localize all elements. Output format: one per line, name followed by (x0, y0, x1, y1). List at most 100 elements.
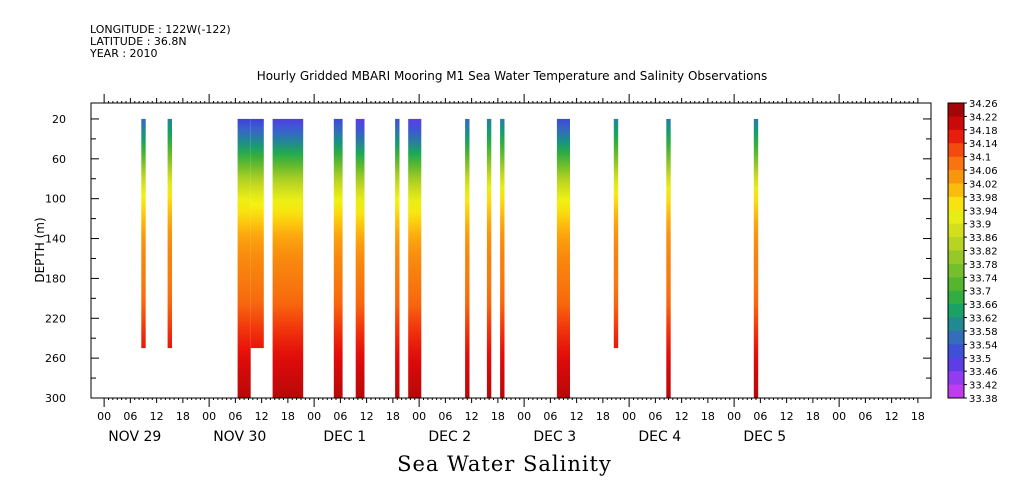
x-tick-label: 00 (97, 410, 111, 423)
colorbar-label: 34.1 (969, 153, 991, 164)
data-segment (333, 118, 343, 399)
colorbar-label: 34.22 (969, 112, 998, 123)
colorbar-swatch (948, 250, 964, 265)
x-tick-label: 06 (123, 410, 137, 423)
x-tick-label: 12 (255, 410, 269, 423)
colorbar-swatch (948, 116, 964, 131)
data-segment (272, 118, 304, 399)
colorbar-label: 33.9 (969, 220, 991, 231)
colorbar-label: 33.66 (969, 300, 998, 311)
x-tick-label: 00 (622, 410, 636, 423)
x-tick-label: 06 (753, 410, 767, 423)
day-label: NOV 29 (108, 429, 161, 445)
latitude-label: LATITUDE : 36.8N (90, 35, 187, 48)
colorbar-swatch (948, 223, 964, 238)
colorbar-swatch (948, 371, 964, 386)
variable-label: Sea Water Salinity (397, 452, 612, 476)
colorbar-label: 33.78 (969, 260, 998, 271)
colorbar-swatch (948, 183, 964, 198)
plot-area: 20 60 100 140 180 220 260 300 00 06 12 18 00 06 12 18 00… (45, 94, 932, 445)
x-tick-label: 12 (570, 410, 584, 423)
data-segment (167, 118, 172, 349)
x-tick-label: 06 (858, 410, 872, 423)
colorbar-swatch (948, 156, 964, 171)
x-tick-label: 18 (281, 410, 295, 423)
colorbar-label: 34.26 (969, 99, 998, 110)
data-segment (355, 118, 365, 399)
data-segment (666, 118, 671, 399)
data-segment (465, 118, 470, 399)
colorbar-swatch (948, 330, 964, 345)
colorbar-label: 33.46 (969, 367, 998, 378)
colorbar-swatch (948, 143, 964, 158)
y-tick-label: 220 (45, 312, 66, 325)
x-tick-label: 18 (911, 410, 925, 423)
x-tick-label: 12 (465, 410, 479, 423)
colorbar-swatch (948, 304, 964, 319)
data-segment (486, 118, 492, 399)
colorbar-label: 33.38 (969, 394, 998, 405)
x-tick-label: 18 (176, 410, 190, 423)
x-tick-label: 18 (806, 410, 820, 423)
data-segment (753, 118, 759, 399)
y-tick-label: 180 (45, 272, 66, 285)
longitude-label: LONGITUDE : 122W(-122) (90, 23, 231, 36)
colorbar-swatch (948, 129, 964, 144)
data-segment (500, 118, 505, 399)
data-segment (408, 118, 422, 399)
colorbar-swatch (948, 384, 964, 399)
x-tick-label: 06 (438, 410, 452, 423)
colorbar-swatch (948, 210, 964, 225)
colorbar-label: 34.14 (969, 139, 998, 150)
colorbar-label: 33.62 (969, 314, 998, 325)
colorbar-swatch (948, 263, 964, 278)
year-label: YEAR : 2010 (90, 47, 158, 60)
x-tick-label: 00 (727, 410, 741, 423)
y-tick-label: 260 (45, 352, 66, 365)
x-tick-label: 00 (517, 410, 531, 423)
data-segment (395, 118, 400, 399)
colorbar-swatch (948, 344, 964, 359)
colorbar: 34.26 34.22 34.18 34.14 34.1 34.06 34.02 33.98 3… (947, 99, 998, 405)
colorbar-label: 34.02 (969, 179, 998, 190)
colorbar-swatch (948, 196, 964, 211)
day-label: DEC 5 (743, 429, 786, 445)
colorbar-swatch (948, 237, 964, 251)
plot-frame (90, 102, 932, 399)
x-tick-label: 00 (832, 410, 846, 423)
y-tick-label: 100 (45, 193, 66, 206)
colorbar-label: 33.42 (969, 381, 998, 392)
x-tick-label: 12 (675, 410, 689, 423)
colorbar-label: 33.58 (969, 327, 998, 338)
y-tick-label: 300 (45, 392, 66, 405)
colorbar-label: 33.5 (969, 354, 991, 365)
colorbar-label: 33.74 (969, 273, 998, 284)
y-axis-label: DEPTH (m) (33, 217, 47, 282)
day-label: NOV 30 (213, 429, 266, 445)
x-tick-label: 12 (360, 410, 374, 423)
colorbar-label: 33.98 (969, 193, 998, 204)
data-segment (613, 118, 619, 349)
x-tick-label: 12 (780, 410, 794, 423)
data-segment (250, 118, 264, 349)
colorbar-swatch (948, 357, 964, 372)
x-tick-label: 12 (150, 410, 164, 423)
colorbar-label: 34.06 (969, 166, 998, 177)
data-segment (141, 118, 146, 349)
day-label: DEC 1 (323, 429, 366, 445)
colorbar-swatch (948, 317, 964, 332)
colorbar-swatch (948, 290, 964, 305)
colorbar-label: 34.18 (969, 126, 998, 137)
y-tick-label: 20 (52, 113, 66, 126)
x-tick-label: 12 (885, 410, 899, 423)
y-tick-label: 140 (45, 233, 66, 246)
day-label: DEC 4 (638, 429, 681, 445)
x-tick-label: 00 (307, 410, 321, 423)
x-tick-label: 18 (596, 410, 610, 423)
x-tick-label: 06 (228, 410, 242, 423)
x-tick-label: 00 (202, 410, 216, 423)
x-tick-label: 06 (543, 410, 557, 423)
x-tick-label: 06 (333, 410, 347, 423)
data-segment (237, 118, 251, 399)
